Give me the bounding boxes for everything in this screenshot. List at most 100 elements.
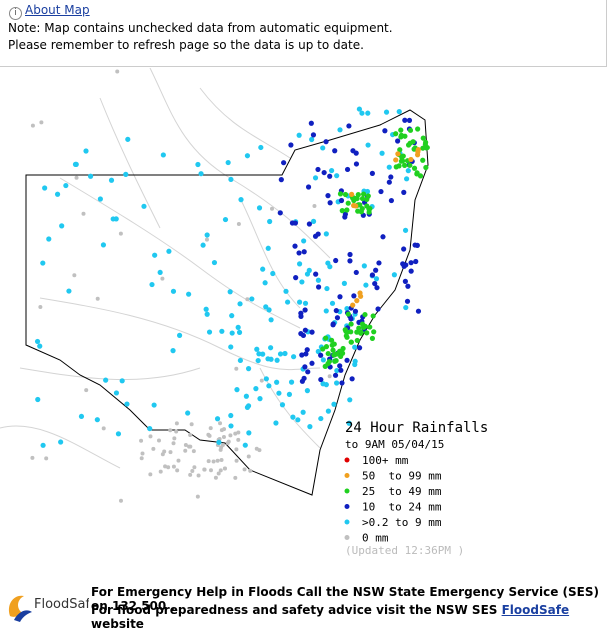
station [370,313,376,319]
station [349,191,355,197]
legend-label: 50 to 99 mm [362,470,442,483]
station [233,431,238,436]
station [234,387,240,393]
station [356,106,363,112]
station [72,161,79,167]
station [278,177,284,183]
station [290,414,296,420]
station [87,173,94,179]
station [348,316,354,322]
station [204,311,210,317]
station [101,426,106,431]
station [168,450,173,455]
station [325,193,331,199]
station [407,162,413,168]
station [361,263,367,269]
station [249,296,255,302]
station [380,234,386,240]
info-icon: i [9,7,22,20]
station [166,465,171,470]
station [236,430,241,435]
station [281,160,287,166]
station [174,429,179,434]
station [245,366,252,372]
station [296,250,302,256]
station [200,242,206,248]
station [308,120,314,126]
station [46,236,52,242]
station [176,332,183,338]
station [301,375,307,381]
station [258,144,264,151]
station [373,276,380,282]
station [312,203,317,208]
station [246,430,252,436]
station [274,357,280,363]
station [268,345,274,351]
station [228,176,234,183]
station [223,466,228,471]
station [372,280,378,287]
station [160,152,166,158]
station [299,352,305,358]
station [228,344,234,350]
station [238,197,244,203]
station [347,397,353,403]
station [330,321,336,327]
station [304,347,310,353]
station [288,379,295,385]
station [221,434,226,439]
station [375,306,381,312]
station [323,382,329,388]
station [97,196,103,202]
station [206,329,213,335]
station [369,170,375,176]
station [219,328,225,334]
station [305,184,312,190]
station [358,330,364,336]
station [276,390,282,396]
station [190,469,195,474]
station [244,153,251,159]
station [323,335,329,341]
station [342,327,348,333]
station [352,308,359,314]
station [234,447,239,452]
station [58,439,64,445]
station [415,308,422,314]
station [332,372,339,378]
station [318,376,324,383]
station [306,221,312,227]
station [219,445,224,450]
station [40,260,46,266]
floodsafe-link[interactable]: FloodSafe [501,603,570,617]
station [337,191,344,197]
station [158,469,163,474]
station [149,281,155,288]
about-map-link[interactable]: About Map [25,3,90,17]
station [327,173,333,179]
station [139,456,144,461]
footer: FloodSafe For Emergency Help in Floods C… [0,580,609,631]
station [331,352,337,358]
station [332,148,338,154]
station [344,357,350,363]
station [322,363,328,369]
station [376,260,382,266]
station [84,388,89,393]
station [309,329,315,335]
station [331,341,337,347]
station [160,452,165,457]
station [415,126,421,132]
station [310,218,317,224]
legend: 100+ mm 50 to 99 mm 25 to 49 mm 10 to 24 mm… [344,454,442,545]
station [344,306,350,312]
station [345,200,351,206]
station [423,164,429,171]
station [214,416,221,422]
station [115,431,122,437]
station [334,367,340,374]
station [350,302,356,308]
station [323,344,330,350]
station [245,403,252,409]
